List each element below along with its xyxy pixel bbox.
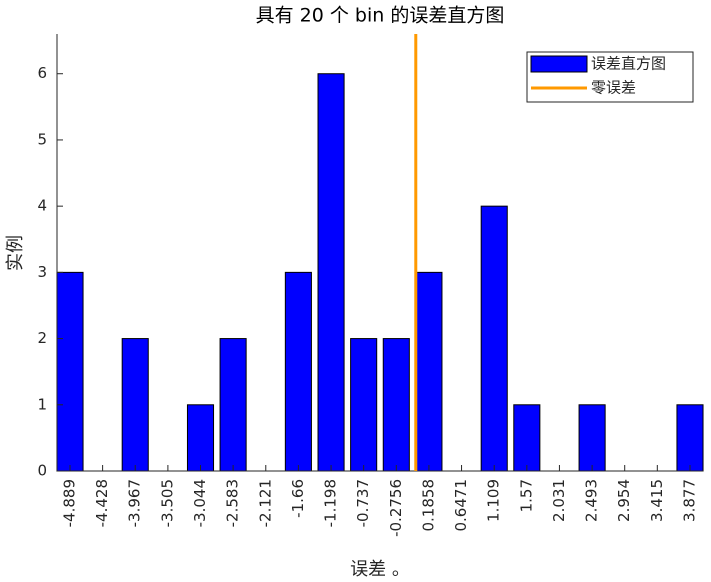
x-tick-label: -4.428 <box>93 479 111 527</box>
x-tick-label: 2.493 <box>583 479 601 522</box>
bar <box>578 404 606 472</box>
bar <box>56 271 84 472</box>
x-tick-label: 1.109 <box>485 479 503 522</box>
x-tick-label: -0.2756 <box>387 479 405 537</box>
y-tick-label: 0 <box>37 462 47 480</box>
bar <box>676 404 704 472</box>
y-tick-label: 1 <box>37 395 47 413</box>
x-tick-label: -0.737 <box>354 479 372 527</box>
bar <box>415 271 443 472</box>
x-tick-label: 3.415 <box>648 479 666 522</box>
bar <box>121 338 149 472</box>
y-tick-label: 3 <box>37 263 47 281</box>
x-tick-label: -2.583 <box>224 479 242 527</box>
x-tick-label: -3.505 <box>158 479 176 527</box>
x-tick-label: -1.66 <box>289 479 307 518</box>
x-tick-label: -3.044 <box>191 479 209 527</box>
x-axis-label: 误差 。 <box>350 559 410 580</box>
x-tick-label: -3.967 <box>126 479 144 527</box>
x-tick-label: -2.121 <box>256 479 274 527</box>
y-tick-label: 5 <box>37 130 47 148</box>
x-tick-label: -4.889 <box>61 479 79 527</box>
bar <box>513 404 541 472</box>
x-tick-label: 0.6471 <box>452 479 470 532</box>
bar <box>219 338 247 472</box>
bar <box>317 73 345 472</box>
bar <box>382 338 410 472</box>
bar <box>284 271 312 472</box>
bar <box>350 338 378 472</box>
legend-label: 误差直方图 <box>591 55 666 73</box>
x-tick-label: 2.954 <box>615 479 633 522</box>
chart-title: 具有 20 个 bin 的误差直方图 <box>256 5 505 27</box>
y-axis-label: 实例 <box>5 235 26 271</box>
x-tick-label: 2.031 <box>550 479 568 522</box>
legend-label: 零误差 <box>591 79 636 97</box>
x-tick-label: 1.57 <box>517 479 535 512</box>
legend-swatch <box>530 55 588 73</box>
x-tick-label: 3.877 <box>680 479 698 522</box>
y-tick-label: 4 <box>37 197 47 215</box>
y-tick-label: 6 <box>37 64 47 82</box>
y-tick-label: 2 <box>37 329 47 347</box>
bar <box>186 404 215 472</box>
x-tick-label: 0.1858 <box>419 479 437 532</box>
x-tick-label: -1.198 <box>322 479 340 527</box>
bar <box>480 205 508 472</box>
